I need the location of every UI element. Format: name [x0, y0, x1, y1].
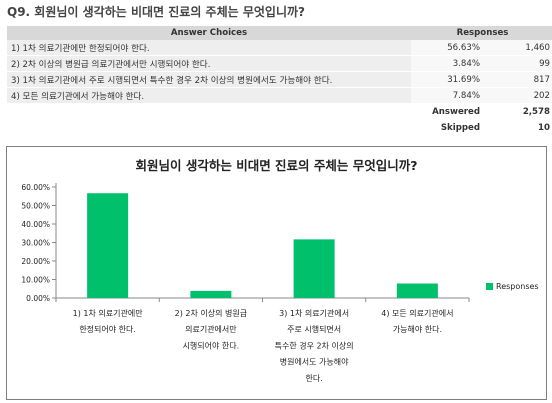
x-tick-label: 4) 모든 의료기관에서 [381, 308, 453, 318]
answer-count: 1,460 [484, 40, 552, 56]
bar-chart: 0.00% 10.00% 20.00% 30.00% 40.00% 50.00% 60.00… [21, 183, 470, 383]
table-row: 4) 모든 의료기관에서 가능해야 한다. 7.84% 202 [7, 87, 552, 104]
y-tick-label: 50.00% [21, 202, 50, 211]
legend-label: Responses [496, 282, 539, 291]
answer-count: 99 [484, 55, 552, 72]
legend: Responses [486, 282, 539, 291]
answer-label: 3) 1차 의료기관에서 주로 시행되면서 특수한 경우 2차 이상의 병원에서… [7, 71, 411, 88]
chart-title: 회원님이 생각하는 비대면 진료의 주체는 무엇입니까? [135, 158, 418, 173]
x-tick-label: 3) 1차 의료기관에서 [279, 308, 349, 318]
x-tick-label: 특수한 경우 2차 이상의 [275, 340, 354, 350]
skipped-label: Skipped [440, 123, 480, 133]
answer-count: 817 [484, 71, 552, 88]
answer-label: 1) 1차 의료기관에만 한정되어야 한다. [7, 40, 411, 56]
x-tick-label: 한정되어야 한다. [79, 324, 136, 334]
y-tick-label: 10.00% [21, 276, 50, 285]
answered-label: Answered [432, 107, 480, 117]
answered-value: 2,578 [522, 107, 550, 117]
answer-percent: 56.63% [411, 40, 484, 56]
x-tick-label: 병원에서도 가능해야 [280, 357, 349, 367]
answer-percent: 31.69% [411, 71, 484, 88]
x-tick-label: 1) 1차 의료기관에만 [73, 308, 144, 318]
answered-row: Answered 2,578 [7, 104, 552, 121]
header-responses: Responses [411, 26, 552, 40]
x-tick-label: 주로 시행되면서 [287, 324, 341, 334]
question-title: Q9. 회원님이 생각하는 비대면 진료의 주체는 무엇입니까? [7, 5, 306, 19]
chart-panel: 회원님이 생각하는 비대면 진료의 주체는 무엇입니까? 0.00% 10.00%… [6, 146, 547, 400]
answer-label: 2) 2차 이상의 병원급 의료기관에서만 시행되어야 한다. [7, 55, 411, 72]
x-tick-label: 의료기관에서만 [185, 324, 237, 334]
header-answer-choices: Answer Choices [7, 26, 411, 40]
x-tick-label: 시행되어야 한다. [183, 340, 240, 350]
skipped-value: 10 [538, 123, 550, 133]
x-tick-label: 한다. [305, 374, 322, 383]
bar [293, 239, 335, 298]
answer-percent: 7.84% [411, 87, 484, 104]
answer-label: 4) 모든 의료기관에서 가능해야 한다. [7, 87, 411, 104]
bar [396, 283, 438, 298]
y-tick-label: 20.00% [21, 257, 50, 266]
table-row: 3) 1차 의료기관에서 주로 시행되면서 특수한 경우 2차 이상의 병원에서… [7, 71, 552, 88]
y-tick-label: 40.00% [21, 220, 50, 229]
answer-percent: 3.84% [411, 55, 484, 72]
responses-table: Answer Choices Responses 1) 1차 의료기관에만 한정… [7, 26, 552, 136]
answer-count: 202 [484, 87, 552, 104]
x-tick-label: 가능해야 한다. [393, 324, 442, 334]
legend-swatch [486, 283, 493, 290]
table-row: 2) 2차 이상의 병원급 의료기관에서만 시행되어야 한다. 3.84% 99 [7, 55, 552, 72]
skipped-row: Skipped 10 [7, 120, 552, 136]
table-row: 1) 1차 의료기관에만 한정되어야 한다. 56.63% 1,460 [7, 40, 552, 56]
y-tick-label: 30.00% [21, 239, 50, 248]
y-tick-label: 0.00% [26, 294, 50, 303]
y-tick-label: 60.00% [21, 183, 50, 192]
bar [87, 193, 129, 298]
x-tick-label: 2) 2차 이상의 병원급 [175, 308, 247, 318]
bar [190, 290, 232, 298]
